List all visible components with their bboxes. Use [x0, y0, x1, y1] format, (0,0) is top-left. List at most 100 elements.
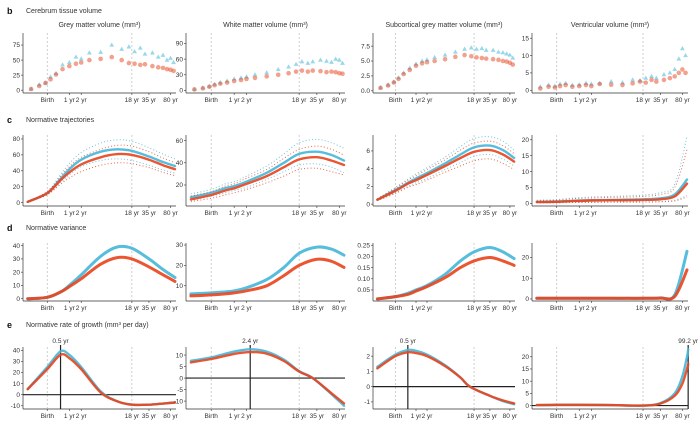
x-tick-label: 1 yr — [229, 210, 241, 217]
y-tick-label: 0.15 — [357, 265, 370, 272]
scatter-point — [676, 56, 682, 61]
peak-label: 99.2 yr — [678, 338, 699, 345]
panel-title: Subcortical grey matter volume (mm³) — [385, 22, 502, 29]
trajectory-line — [376, 350, 516, 405]
scatter-point — [132, 49, 137, 54]
x-tick-label: 2 yr — [422, 97, 434, 104]
scatter-point — [496, 57, 501, 63]
scatter-point — [680, 46, 685, 51]
centile-line — [190, 138, 345, 195]
y-tick-label: 4 — [366, 166, 370, 173]
scatter-point — [563, 82, 568, 88]
x-tick-label: 18 yr — [125, 97, 140, 104]
scatter-point — [286, 70, 291, 76]
y-tick-label: 0 — [525, 403, 529, 410]
scatter-point — [98, 49, 104, 54]
x-tick-label: 35 yr — [310, 413, 325, 420]
centile-line — [190, 145, 345, 197]
x-tick-label: 80 yr — [332, 305, 347, 312]
trajectory-line — [26, 152, 177, 203]
scatter-point — [546, 84, 551, 90]
scatter-point — [87, 57, 92, 63]
scatter-point — [171, 68, 176, 74]
y-tick-label: 20 — [522, 255, 530, 262]
y-tick-label: 2.5 — [361, 73, 370, 80]
scatter-point — [468, 45, 474, 50]
scatter-point — [192, 87, 197, 92]
scatter-point — [510, 62, 516, 67]
y-tick-label: 60 — [176, 138, 184, 145]
panel — [184, 33, 345, 95]
scatter-point — [654, 79, 659, 84]
y-tick-label: 30 — [176, 72, 184, 79]
x-tick-label: 80 yr — [503, 305, 518, 312]
x-tick-label: Birth — [389, 413, 403, 420]
y-tick-label: -1 — [364, 399, 370, 406]
scatter-point — [207, 84, 212, 90]
x-tick-label: 18 yr — [125, 305, 140, 312]
section-title: Normative rate of growth (mm³ per day) — [26, 322, 149, 329]
x-tick-label: 80 yr — [163, 305, 178, 312]
scatter-point — [252, 75, 258, 81]
scatter-point — [424, 59, 430, 65]
y-tick-label: 0 — [16, 392, 20, 399]
section-letter: d — [7, 223, 13, 233]
scatter-point — [200, 86, 206, 91]
y-tick-label: 0.0 — [361, 88, 370, 95]
panel — [371, 243, 516, 303]
scatter-point — [333, 56, 339, 61]
x-tick-label: 18 yr — [292, 210, 307, 217]
trajectory-line — [375, 255, 516, 301]
x-tick-label: Birth — [205, 413, 219, 420]
x-tick-label: 2 yr — [586, 97, 598, 104]
y-tick-label: 30 — [176, 242, 184, 249]
section-title: Normative variance — [26, 225, 86, 232]
x-tick-label: Birth — [389, 97, 403, 104]
scatter-point — [504, 51, 510, 56]
trajectory-line — [535, 348, 690, 407]
y-tick-label: 5 — [525, 70, 529, 77]
x-tick-label: 35 yr — [310, 305, 325, 312]
y-tick-label: 75 — [13, 42, 21, 49]
scatter-point — [119, 46, 125, 51]
peak-label: 0.5 yr — [400, 338, 417, 345]
x-tick-label: 35 yr — [653, 210, 668, 217]
section-letter: e — [7, 320, 12, 330]
scatter-point — [661, 77, 667, 83]
y-tick-label: 7.5 — [361, 43, 370, 50]
x-tick-label: 2 yr — [422, 305, 434, 312]
panel — [530, 135, 689, 208]
scatter-point — [576, 83, 582, 89]
scatter-point — [66, 59, 72, 65]
scatter-point — [537, 86, 543, 91]
scatter-point — [378, 85, 383, 91]
x-tick-label: Birth — [41, 305, 55, 312]
x-tick-label: 2 yr — [586, 413, 598, 420]
y-tick-label: 40 — [176, 160, 184, 167]
scatter-point — [496, 49, 501, 54]
x-tick-label: 80 yr — [163, 97, 178, 104]
scatter-point — [60, 66, 65, 72]
centile-line — [536, 196, 688, 204]
scatter-point — [419, 61, 425, 66]
trajectory-line — [189, 155, 346, 201]
y-tick-label: 40 — [13, 243, 21, 250]
scatter-point — [462, 46, 467, 51]
x-tick-label: 1 yr — [229, 305, 241, 312]
y-tick-label: 10 — [13, 381, 21, 388]
scatter-point — [275, 72, 281, 78]
x-tick-label: 35 yr — [483, 305, 498, 312]
scatter-point — [661, 72, 667, 77]
scatter-point — [264, 70, 270, 75]
y-tick-label: 20 — [13, 370, 21, 377]
x-tick-label: 80 yr — [675, 305, 690, 312]
y-tick-label: 40 — [13, 168, 21, 175]
x-tick-label: 35 yr — [310, 210, 325, 217]
scatter-point — [391, 80, 397, 85]
x-tick-label: 35 yr — [142, 305, 157, 312]
scatter-point — [217, 81, 223, 86]
y-tick-label: 10 — [522, 169, 530, 176]
scatter-point — [672, 66, 678, 72]
scatter-point — [468, 53, 474, 59]
x-tick-label: Birth — [205, 305, 219, 312]
